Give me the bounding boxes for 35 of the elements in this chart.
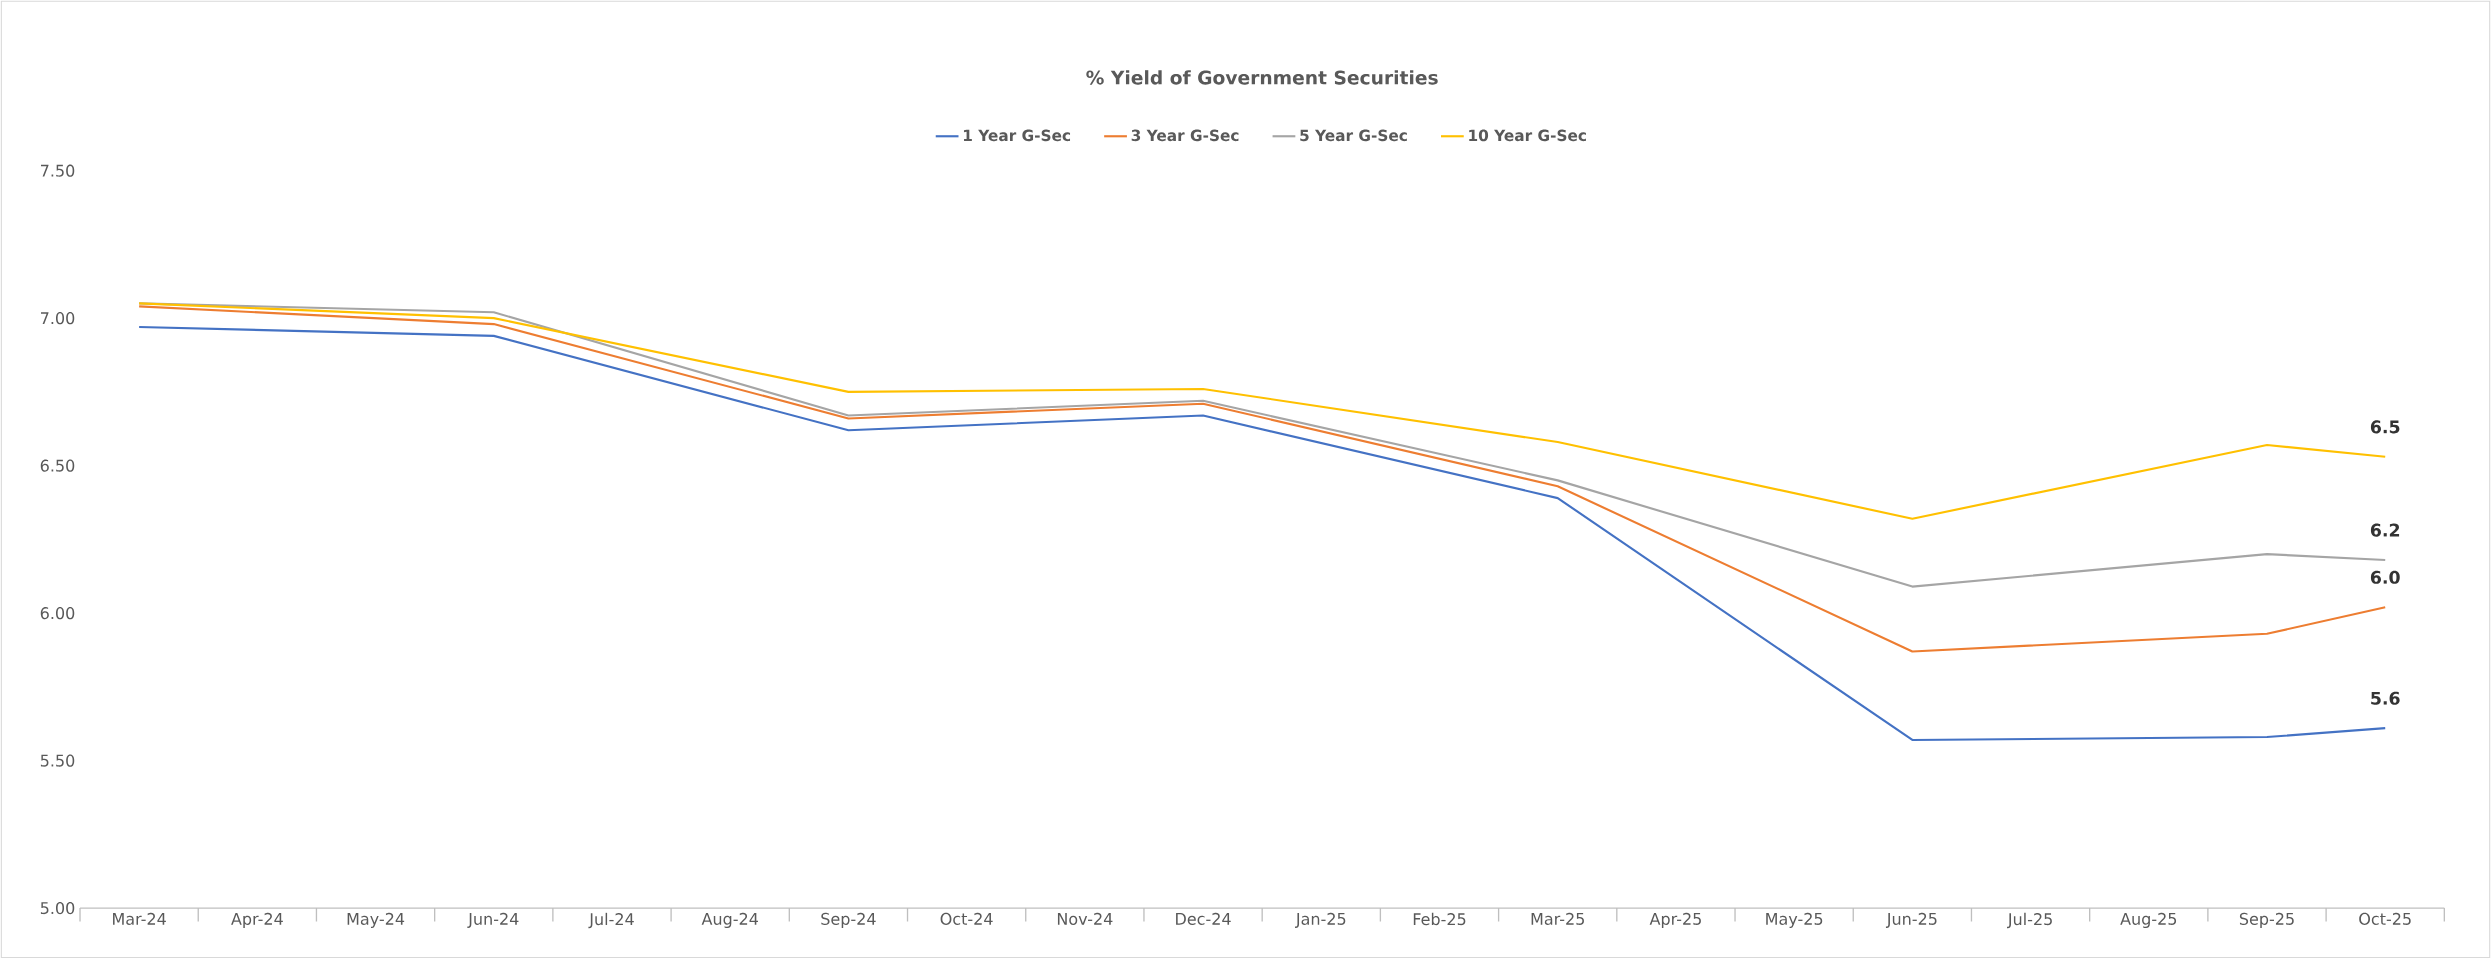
x-tick-label: Jul-24	[588, 912, 634, 929]
x-tick-label: Mar-25	[1531, 912, 1584, 926]
y-tick-label: 6.00	[40, 607, 75, 620]
x-tick-label: Jul-25	[2007, 912, 2052, 929]
x-tick-label: Jan-25	[1295, 912, 1346, 928]
x-tick-label: May-25	[1766, 912, 1823, 929]
x-tick-label: Nov-24	[1057, 912, 1113, 926]
x-tick-label: Oct-24	[940, 912, 993, 926]
x-tick-label: Jun-25	[1885, 912, 1937, 928]
chart-title: % Yield of Government Securities	[1086, 70, 1438, 85]
x-tick-label: Apr-25	[1649, 912, 1701, 929]
data-label: 6.5	[2370, 420, 2400, 434]
y-tick-label: 7.50	[41, 164, 75, 177]
legend-label: 3 Year G-Sec	[1131, 129, 1239, 142]
y-tick-label: 6.50	[40, 459, 75, 472]
legend-label: 10 Year G-Sec	[1469, 129, 1586, 142]
x-tick-label: Mar-24	[113, 912, 166, 926]
x-tick-label: Aug-25	[2120, 912, 2177, 929]
x-tick-label: Jun-24	[467, 912, 519, 928]
legend-label: 5 Year G-Sec	[1300, 129, 1407, 142]
x-tick-label: Aug-24	[701, 912, 759, 929]
legend-label: 1 Year G-Sec	[963, 129, 1071, 142]
x-tick-label: Apr-24	[231, 912, 283, 929]
x-tick-label: Feb-25	[1413, 912, 1466, 926]
x-tick-label: Sep-24	[821, 912, 876, 929]
x-tick-label: Oct-25	[2359, 912, 2411, 926]
data-label: 6.2	[2370, 523, 2400, 537]
y-tick-label: 5.50	[40, 754, 75, 767]
data-label: 6.0	[2370, 570, 2400, 584]
x-tick-label: Sep-25	[2239, 912, 2294, 929]
y-tick-label: 5.00	[40, 902, 75, 915]
x-tick-label: Dec-24	[1176, 912, 1231, 926]
data-label: 5.6	[2371, 691, 2400, 705]
y-tick-label: 7.00	[41, 312, 75, 325]
x-tick-label: May-24	[347, 912, 405, 929]
